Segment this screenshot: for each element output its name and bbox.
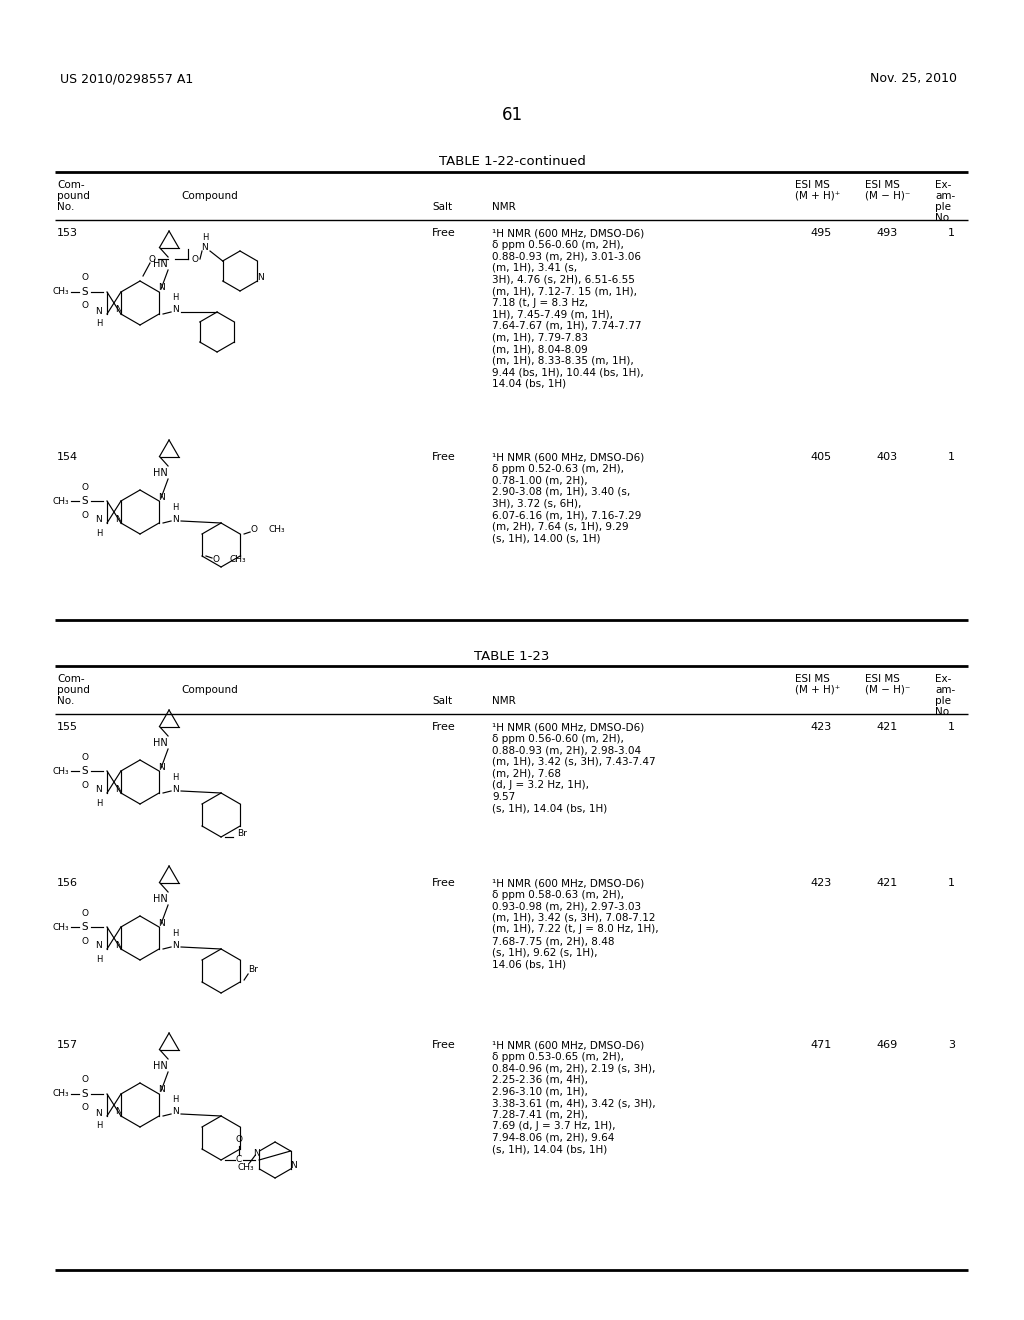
Text: HN: HN (153, 469, 168, 478)
Text: TABLE 1-23: TABLE 1-23 (474, 649, 550, 663)
Text: O: O (82, 1104, 88, 1113)
Text: CH₃: CH₃ (52, 496, 70, 506)
Text: O: O (82, 936, 88, 945)
Text: CH₃: CH₃ (52, 288, 70, 297)
Text: (M − H)⁻: (M − H)⁻ (865, 191, 910, 201)
Text: (M + H)⁺: (M + H)⁺ (795, 685, 841, 696)
Text: HN: HN (153, 894, 168, 904)
Text: H: H (96, 1122, 102, 1130)
Text: N: N (95, 516, 102, 524)
Text: 3: 3 (948, 1040, 955, 1049)
Text: CH₃: CH₃ (230, 556, 247, 565)
Text: Free: Free (432, 228, 456, 238)
Text: H: H (96, 799, 102, 808)
Text: pound: pound (57, 191, 90, 201)
Text: 154: 154 (57, 451, 78, 462)
Text: am-: am- (935, 685, 955, 696)
Text: 405: 405 (810, 451, 831, 462)
Text: O: O (251, 525, 258, 535)
Text: Compound: Compound (181, 191, 239, 201)
Text: N: N (253, 1150, 260, 1159)
Text: Br: Br (237, 829, 247, 838)
Text: 61: 61 (502, 106, 522, 124)
Text: Salt: Salt (432, 202, 453, 213)
Text: No.: No. (57, 202, 75, 213)
Text: H: H (172, 772, 178, 781)
Text: 1: 1 (948, 228, 955, 238)
Text: 1: 1 (948, 878, 955, 888)
Text: 471: 471 (810, 1040, 831, 1049)
Text: N: N (95, 1109, 102, 1118)
Text: O: O (82, 301, 88, 310)
Text: Free: Free (432, 722, 456, 733)
Text: CH₃: CH₃ (52, 1089, 70, 1098)
Text: 1: 1 (948, 451, 955, 462)
Text: CH₃: CH₃ (238, 1163, 254, 1172)
Text: N: N (290, 1162, 297, 1171)
Text: Salt: Salt (432, 696, 453, 706)
Text: ESI MS: ESI MS (795, 180, 829, 190)
Text: TABLE 1-22-continued: TABLE 1-22-continued (438, 154, 586, 168)
Text: N: N (202, 243, 208, 252)
Text: HN: HN (153, 738, 168, 748)
Text: N: N (158, 763, 165, 771)
Text: O: O (236, 1135, 243, 1144)
Text: S: S (82, 496, 88, 506)
Text: O: O (82, 1076, 88, 1085)
Text: N: N (95, 785, 102, 795)
Text: N: N (158, 1085, 165, 1094)
Text: am-: am- (935, 191, 955, 201)
Text: O: O (213, 556, 219, 565)
Text: 403: 403 (876, 451, 897, 462)
Text: O: O (82, 273, 88, 282)
Text: Free: Free (432, 451, 456, 462)
Text: Ex-: Ex- (935, 180, 951, 190)
Text: O: O (82, 511, 88, 520)
Text: 155: 155 (57, 722, 78, 733)
Text: Nov. 25, 2010: Nov. 25, 2010 (870, 73, 957, 84)
Text: ¹H NMR (600 MHz, DMSO-D6)
δ ppm 0.58-0.63 (m, 2H),
0.93-0.98 (m, 2H), 2.97-3.03
: ¹H NMR (600 MHz, DMSO-D6) δ ppm 0.58-0.6… (492, 878, 658, 969)
Text: O: O (82, 908, 88, 917)
Text: N: N (257, 273, 264, 282)
Text: No.: No. (935, 708, 952, 717)
Text: H: H (172, 293, 178, 302)
Text: H: H (96, 954, 102, 964)
Text: N: N (172, 305, 178, 314)
Text: H: H (96, 528, 102, 537)
Text: O: O (82, 780, 88, 789)
Text: N: N (158, 492, 165, 502)
Text: O: O (148, 255, 156, 264)
Text: 495: 495 (810, 228, 831, 238)
Text: Free: Free (432, 1040, 456, 1049)
Text: N: N (116, 305, 122, 314)
Text: ESI MS: ESI MS (795, 675, 829, 684)
Text: No.: No. (57, 696, 75, 706)
Text: S: S (82, 921, 88, 932)
Text: N: N (158, 284, 165, 293)
Text: 493: 493 (876, 228, 897, 238)
Text: US 2010/0298557 A1: US 2010/0298557 A1 (60, 73, 194, 84)
Text: N: N (158, 919, 165, 928)
Text: 423: 423 (810, 878, 831, 888)
Text: S: S (82, 1089, 88, 1100)
Text: H: H (96, 319, 102, 329)
Text: O: O (82, 483, 88, 491)
Text: ¹H NMR (600 MHz, DMSO-D6)
δ ppm 0.52-0.63 (m, 2H),
0.78-1.00 (m, 2H),
2.90-3.08 : ¹H NMR (600 MHz, DMSO-D6) δ ppm 0.52-0.6… (492, 451, 644, 544)
Text: H: H (202, 232, 208, 242)
Text: S: S (82, 766, 88, 776)
Text: H: H (172, 503, 178, 511)
Text: Br: Br (248, 965, 258, 974)
Text: Com-: Com- (57, 675, 85, 684)
Text: (M − H)⁻: (M − H)⁻ (865, 685, 910, 696)
Text: ¹H NMR (600 MHz, DMSO-D6)
δ ppm 0.53-0.65 (m, 2H),
0.84-0.96 (m, 2H), 2.19 (s, 3: ¹H NMR (600 MHz, DMSO-D6) δ ppm 0.53-0.6… (492, 1040, 655, 1155)
Text: No.: No. (935, 213, 952, 223)
Text: Compound: Compound (181, 685, 239, 696)
Text: 469: 469 (876, 1040, 897, 1049)
Text: ESI MS: ESI MS (865, 180, 900, 190)
Text: O: O (82, 752, 88, 762)
Text: NMR: NMR (492, 696, 516, 706)
Text: 157: 157 (57, 1040, 78, 1049)
Text: 423: 423 (810, 722, 831, 733)
Text: N: N (95, 941, 102, 950)
Text: C: C (236, 1155, 243, 1164)
